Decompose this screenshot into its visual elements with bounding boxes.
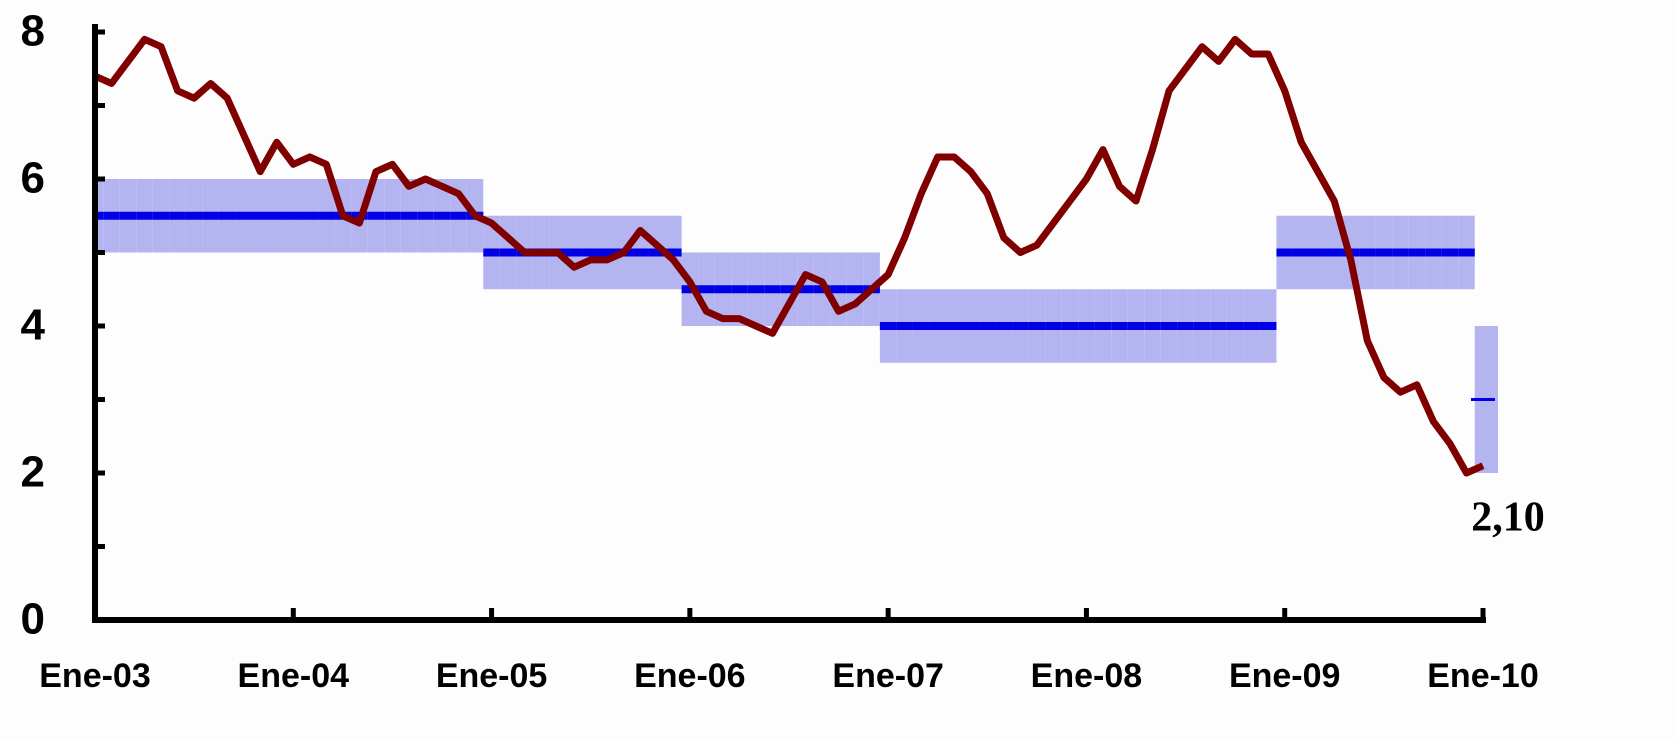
x-tick-label: Ene-06 [634, 657, 746, 695]
x-tick-label: Ene-07 [832, 657, 944, 695]
x-tick-label: Ene-09 [1229, 657, 1341, 695]
x-tick-label: Ene-03 [39, 657, 151, 695]
x-tick-label: Ene-08 [1031, 657, 1143, 695]
value-label: 2,10 [1471, 494, 1545, 540]
y-tick-label: 8 [21, 7, 45, 56]
x-tick-label: Ene-05 [436, 657, 548, 695]
y-tick-label: 0 [21, 595, 45, 644]
series-line [93, 35, 1485, 477]
x-tick-label: Ene-10 [1427, 657, 1539, 695]
x-tick-label: Ene-04 [238, 657, 350, 695]
y-tick-label: 6 [21, 154, 45, 203]
y-tick-label: 2 [21, 448, 45, 497]
y-tick-label: 4 [21, 301, 46, 350]
